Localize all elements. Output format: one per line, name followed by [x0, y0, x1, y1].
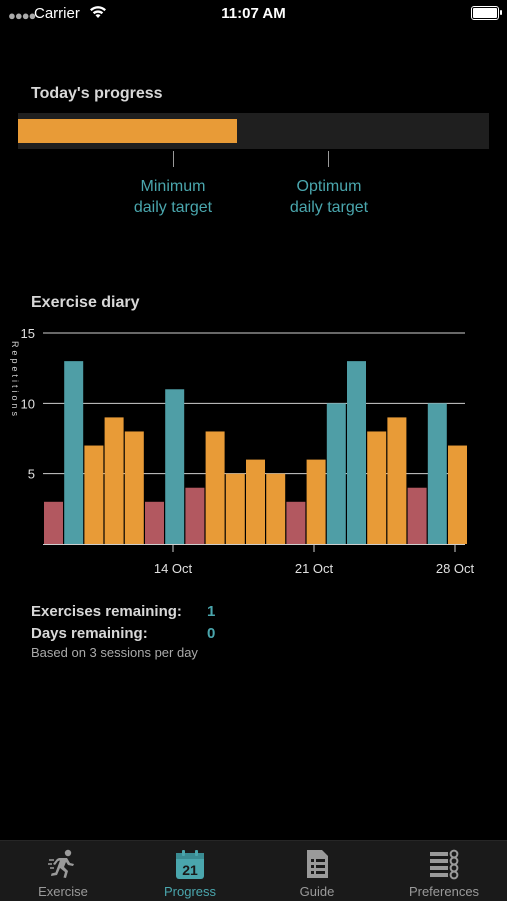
bar-11	[266, 473, 286, 544]
optimum-target-label: Optimum daily target	[289, 178, 369, 216]
bar-16	[367, 431, 387, 544]
days-remaining-value: 0	[207, 625, 216, 642]
tab-guide[interactable]: Guide	[254, 841, 380, 901]
exercises-remaining-value: 1	[207, 603, 216, 620]
wifi-icon	[90, 6, 106, 18]
y-axis-label: Repetitions	[10, 341, 20, 419]
bar-17	[387, 417, 407, 544]
bar-13	[306, 459, 326, 544]
bar-6	[165, 389, 185, 544]
signal-icon: ●●●●	[8, 8, 36, 23]
battery-icon	[471, 6, 502, 20]
exercises-remaining-label: Exercises remaining:	[31, 603, 182, 620]
tab-progress[interactable]: 21 Progress	[127, 841, 253, 901]
bar-1	[64, 361, 84, 544]
bar-4	[124, 431, 144, 544]
tab-preferences[interactable]: Preferences	[381, 841, 507, 901]
bar-8	[205, 431, 225, 544]
status-bar: ●●●● Carrier 11:07 AM	[0, 0, 507, 28]
bar-9	[225, 473, 245, 544]
tab-bar: Exercise 21 Progress Guide Preferences	[0, 840, 507, 901]
tab-exercise[interactable]: Exercise	[0, 841, 126, 901]
progress-fill	[18, 119, 237, 143]
bar-0	[44, 501, 63, 544]
stats-panel: Exercises remaining: 1 Days remaining: 0…	[31, 603, 215, 660]
diary-title: Exercise diary	[31, 294, 140, 311]
x-tick-label-0: 14 Oct	[154, 561, 193, 576]
minimum-target-label: Minimum daily target	[133, 178, 213, 216]
list-settings-icon	[430, 849, 459, 880]
document-icon	[307, 850, 328, 878]
progress-bar	[18, 113, 489, 149]
days-remaining-label: Days remaining:	[31, 625, 148, 642]
optimum-target-tick	[328, 151, 329, 167]
bar-14	[326, 403, 346, 544]
calendar-day: 21	[182, 862, 198, 878]
y-tick-label-1: 10	[21, 396, 35, 411]
minimum-target-tick	[173, 151, 174, 167]
tab-preferences-label: Preferences	[408, 884, 480, 899]
y-tick-label-0: 5	[28, 467, 35, 482]
runner-icon	[48, 849, 74, 878]
tab-exercise-label: Exercise	[38, 884, 88, 899]
bar-5	[145, 501, 164, 544]
bar-10	[246, 459, 265, 544]
exercises-remaining-row: Exercises remaining: 1	[31, 603, 215, 625]
calendar-icon: 21	[176, 850, 204, 879]
carrier-label: Carrier	[34, 5, 80, 22]
days-remaining-row: Days remaining: 0	[31, 625, 215, 647]
progress-title: Today's progress	[31, 85, 163, 102]
bar-20	[448, 445, 467, 544]
x-tick-label-2: 28 Oct	[436, 561, 475, 576]
sessions-note: Based on 3 sessions per day	[31, 645, 198, 660]
tab-progress-label: Progress	[163, 884, 217, 899]
x-tick-label-1: 21 Oct	[295, 561, 334, 576]
bar-12	[286, 501, 306, 544]
bar-19	[427, 403, 447, 544]
bar-15	[347, 361, 366, 544]
bar-2	[84, 445, 104, 544]
tab-guide-label: Guide	[299, 884, 335, 899]
bar-18	[407, 487, 427, 544]
y-tick-label-2: 15	[21, 326, 35, 341]
bar-3	[104, 417, 124, 544]
clock: 11:07 AM	[221, 5, 286, 22]
bar-7	[185, 487, 205, 544]
